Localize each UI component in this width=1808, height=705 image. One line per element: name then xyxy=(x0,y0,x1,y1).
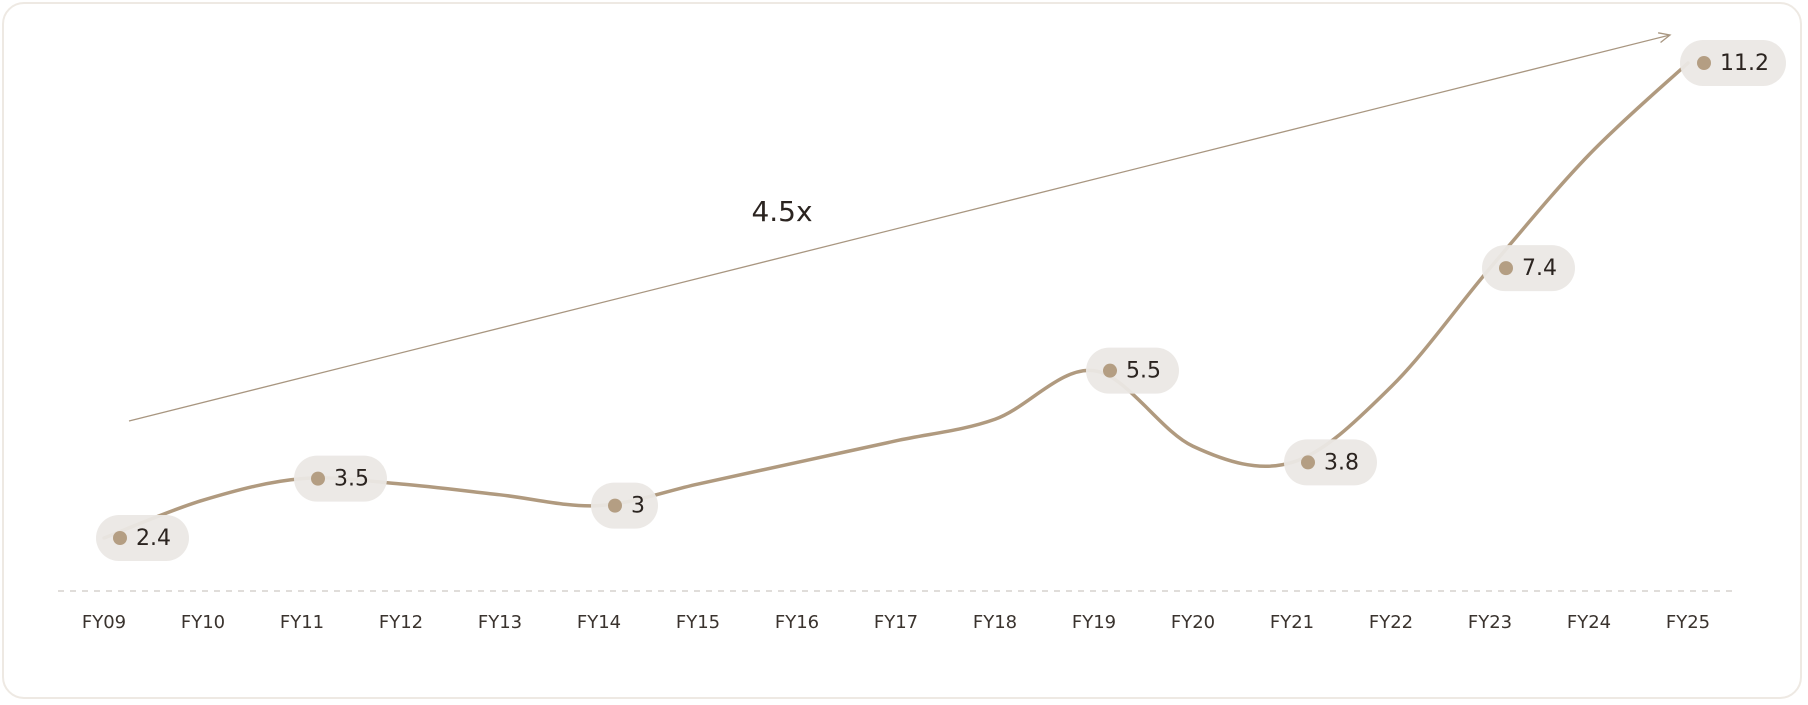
value-label: 3.5 xyxy=(334,467,369,492)
point-marker xyxy=(1301,455,1315,470)
x-tick-label: FY16 xyxy=(775,612,819,633)
value-pill xyxy=(591,482,658,529)
x-tick-label: FY14 xyxy=(577,612,621,633)
value-label: 3 xyxy=(631,494,645,519)
value-label: 11.2 xyxy=(1720,51,1769,76)
x-tick-label: FY23 xyxy=(1468,612,1512,633)
value-pill xyxy=(294,455,387,502)
value-label: 3.8 xyxy=(1324,450,1359,475)
value-pill xyxy=(1680,40,1786,86)
annotation: 4.5x xyxy=(751,195,812,228)
trend-arrow xyxy=(128,32,1672,422)
x-tick-label: FY18 xyxy=(973,612,1017,633)
value-label: 2.4 xyxy=(136,526,171,551)
value-label: 5.5 xyxy=(1126,359,1161,384)
point-marker xyxy=(311,471,325,486)
x-tick-label: FY25 xyxy=(1666,612,1710,633)
series-line xyxy=(102,61,1690,540)
x-tick-label: FY20 xyxy=(1171,612,1215,633)
x-tick-label: FY13 xyxy=(478,612,522,633)
point-marker xyxy=(1499,261,1513,276)
value-label: 7.4 xyxy=(1522,256,1557,281)
point-marker xyxy=(608,498,622,513)
value-pill xyxy=(1284,439,1377,486)
x-tick-label: FY17 xyxy=(874,612,918,633)
point-marker xyxy=(1697,56,1711,70)
x-tick-label: FY12 xyxy=(379,612,423,633)
x-tick-label: FY11 xyxy=(280,612,324,633)
point-marker xyxy=(1103,363,1117,378)
point-marker xyxy=(113,531,127,545)
x-tick-label: FY19 xyxy=(1072,612,1116,633)
x-tick-label: FY24 xyxy=(1567,612,1611,633)
x-tick-label: FY21 xyxy=(1270,612,1314,633)
value-pill xyxy=(1086,347,1179,394)
value-pill xyxy=(1482,245,1575,292)
x-tick-label: FY15 xyxy=(676,612,720,633)
x-tick-label: FY10 xyxy=(181,612,225,633)
x-tick-label: FY22 xyxy=(1369,612,1413,633)
x-tick-label: FY09 xyxy=(82,612,126,633)
value-pill xyxy=(96,515,189,561)
